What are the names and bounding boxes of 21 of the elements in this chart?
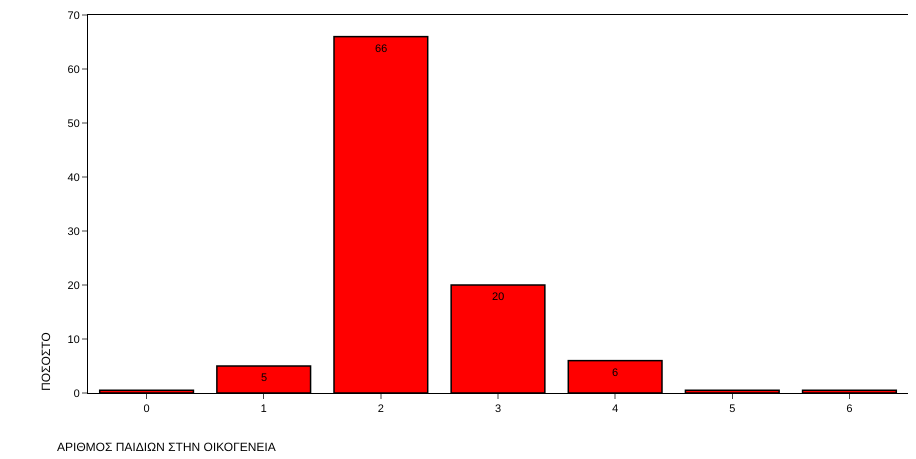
y-tick-label: 0 bbox=[74, 388, 80, 400]
y-tick-label: 40 bbox=[68, 172, 80, 184]
y-axis-title: ΠΟΣΟΣΤΟ bbox=[38, 332, 53, 391]
x-tick-label: 6 bbox=[846, 403, 852, 416]
y-tick-label: 20 bbox=[68, 280, 80, 292]
data-label: 20 bbox=[492, 291, 504, 303]
data-label: 5 bbox=[261, 372, 268, 384]
y-tick-label: 60 bbox=[68, 64, 80, 76]
y-tick-label: 70 bbox=[68, 10, 80, 22]
x-tick-label: 4 bbox=[612, 403, 618, 416]
x-tick-label: 2 bbox=[378, 403, 384, 416]
x-tick-label: 3 bbox=[494, 403, 502, 416]
y-tick-label: 10 bbox=[68, 334, 80, 346]
x-tick-label: 5 bbox=[729, 403, 736, 416]
x-tick-label: 1 bbox=[260, 403, 267, 416]
y-tick-label: 30 bbox=[68, 226, 80, 238]
x-tick-label: 0 bbox=[144, 403, 150, 416]
data-label: 66 bbox=[375, 43, 388, 55]
data-label: 6 bbox=[612, 367, 618, 379]
y-tick-label: 50 bbox=[68, 118, 80, 130]
x-axis-title: ΑΡΙΘΜΟΣ ΠΑΙΔΙΩΝ ΣΤΗΝ ΟΙΚΟΓΕΝΕΙΑ bbox=[57, 440, 276, 454]
